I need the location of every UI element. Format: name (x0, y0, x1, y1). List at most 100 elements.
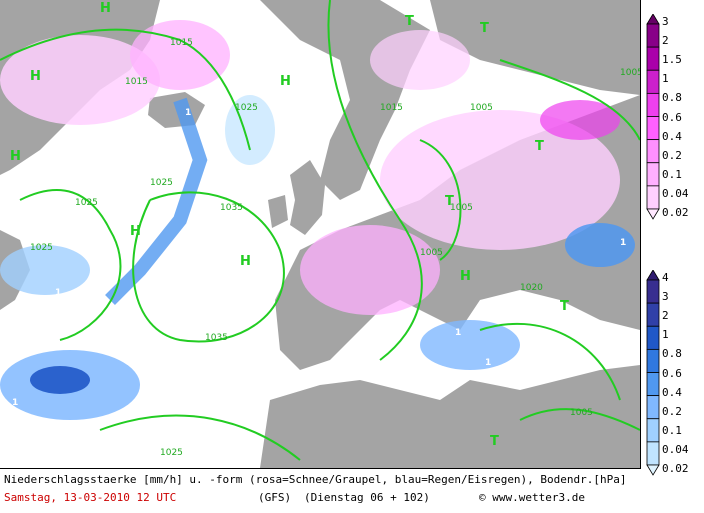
low-pressure-marker: T (445, 194, 454, 209)
colorbar-tick-label: 3 (662, 15, 669, 28)
model-run: (Dienstag 06 + 102) (304, 491, 430, 504)
colorbar-tick-label: 2 (662, 309, 669, 323)
isobar-label: 1025 (75, 198, 98, 208)
snow-area (130, 20, 230, 90)
precip-intensity-marker: 1 (145, 378, 151, 388)
isobar-line (0, 28, 251, 151)
colorbar-arrow-bottom (646, 464, 660, 476)
colorbar-segment (646, 395, 660, 420)
colorbar-tick-label: 0.6 (662, 110, 682, 124)
snow-precip-layer (0, 20, 620, 315)
colorbar-segment (646, 46, 660, 71)
isobar-line (419, 139, 462, 261)
colorbar-tick-label: 3 (662, 290, 669, 304)
colorbar-tick-label: 1.5 (662, 53, 682, 67)
snow-area (380, 110, 620, 250)
pressure-marker-layer: H H H H H H H T T T T T T (10, 1, 569, 449)
rain-precip-layer (0, 95, 635, 420)
colorbar-tick-label: 0.02 (662, 462, 689, 475)
isobar-line (327, 0, 423, 361)
colorbar-segment (646, 441, 660, 466)
colorbar-segment (646, 348, 660, 373)
isobar-label: 1025 (150, 178, 173, 188)
high-pressure-marker: H (460, 269, 471, 284)
snow-area (0, 35, 160, 125)
colorbar-tick-label: 2 (662, 34, 669, 48)
low-pressure-marker: T (405, 14, 414, 29)
high-pressure-marker: H (30, 69, 41, 84)
colorbar-arrow-top (646, 270, 660, 281)
high-pressure-marker: H (130, 224, 141, 239)
colorbar-segment (646, 116, 660, 141)
isobar-label: 1025 (160, 448, 183, 458)
colorbar-tick-label: 1 (662, 72, 669, 86)
precip-intensity-marker: 1 (125, 261, 131, 271)
snow-area (300, 225, 440, 315)
colorbar-segment (646, 69, 660, 94)
low-pressure-marker: T (535, 139, 544, 154)
high-pressure-marker: H (280, 74, 291, 89)
colorbar-segment (646, 372, 660, 397)
isobar-label: 1015 (380, 103, 403, 113)
colorbar-tick-label: 0.8 (662, 91, 682, 105)
colorbar-segment (646, 325, 660, 350)
isobar-line (99, 414, 301, 461)
isobar-layer (0, 0, 640, 461)
colorbar-tick-label: 0.6 (662, 366, 682, 380)
copyright-link[interactable]: © www.wetter3.de (479, 491, 585, 504)
colorbar-segment (646, 23, 660, 48)
precipitation-map: 1015 1015 1015 1025 1025 1035 1025 1035 1005 1005… (0, 0, 641, 469)
isobar-label: 1035 (205, 333, 228, 343)
rain-area (420, 320, 520, 370)
isobar-label: 1035 (220, 203, 243, 213)
precip-intensity-marker: 1 (55, 288, 61, 298)
snow-area (540, 100, 620, 140)
colorbar-tick-label: 0.2 (662, 148, 682, 162)
rain-area (565, 223, 635, 267)
landmass-ireland (268, 195, 288, 228)
isobar-label: 1005 (470, 103, 493, 113)
isobar-label: 1005 (450, 203, 473, 213)
isobar-label: 1025 (30, 243, 53, 253)
isobar-label: 1005 (570, 408, 593, 418)
colorbar-segment (646, 418, 660, 443)
snow-area (370, 30, 470, 90)
isobar-label: 1020 (520, 283, 543, 293)
isobar-line (132, 191, 285, 343)
map-caption: Niederschlagsstaerke [mm/h] u. -form (ro… (4, 473, 627, 486)
isobar-label-layer: 1015 1015 1015 1025 1025 1035 1025 1035 1005 1005… (30, 38, 640, 458)
isobar-label: 1015 (170, 38, 193, 48)
isobar-label: 1005 (620, 68, 640, 78)
colorbar-segment (646, 279, 660, 304)
isobar-line (519, 408, 640, 431)
colorbar-tick-label: 0.02 (662, 206, 689, 219)
colorbar-tick-label: 0.4 (662, 385, 682, 399)
precip-intensity-marker: 1 (12, 398, 18, 408)
map-canvas: 1015 1015 1015 1025 1025 1035 1025 1035 1005 1005… (0, 0, 640, 468)
colorbar-segment (646, 185, 660, 210)
colorbar-tick-label: 0.04 (662, 442, 689, 456)
colorbar-tick-label: 0.8 (662, 347, 682, 361)
isobar-label: 1005 (420, 248, 443, 258)
rain-band (105, 97, 208, 305)
colorbar-tick-label: 0.1 (662, 167, 682, 181)
colorbar-tick-label: 1 (662, 328, 669, 342)
high-pressure-marker: H (100, 1, 111, 16)
colorbar-tick-label: 4 (662, 271, 669, 284)
low-pressure-marker: T (480, 21, 489, 36)
precip-intensity-marker: 1 (185, 108, 191, 118)
landmass-northern-russia (430, 0, 640, 95)
forecast-date: Samstag, 13-03-2010 12 UTC (4, 491, 177, 504)
landmass-north-africa (260, 365, 640, 468)
high-pressure-marker: H (240, 254, 251, 269)
high-pressure-marker: H (10, 149, 21, 164)
colorbar-arrow-top (646, 14, 660, 25)
isobar-label: 1015 (125, 77, 148, 87)
rain-area (0, 245, 90, 295)
colorbar-segment (646, 162, 660, 187)
isobar-line (479, 322, 621, 401)
colorbar-tick-label: 0.1 (662, 423, 682, 437)
colorbar-arrow-bottom (646, 208, 660, 220)
colorbar-segment (646, 92, 660, 117)
colorbar-tick-label: 0.2 (662, 404, 682, 418)
